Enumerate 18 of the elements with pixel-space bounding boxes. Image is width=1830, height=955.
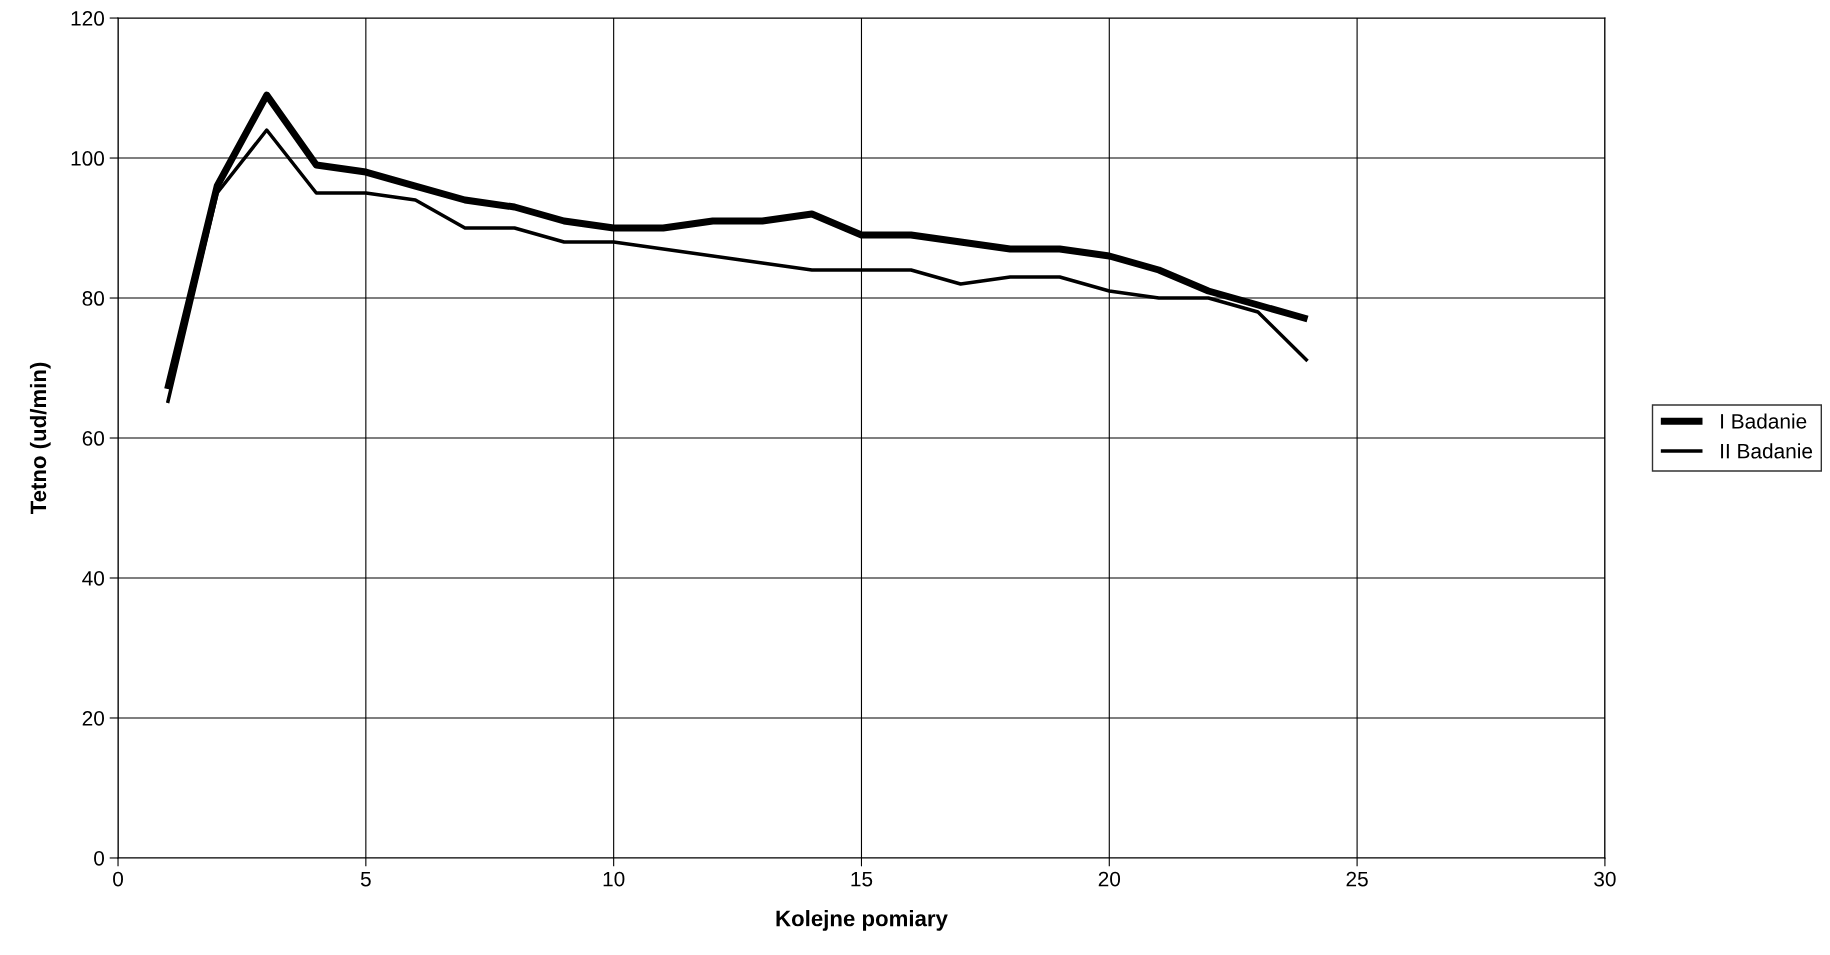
x-tick-label: 10	[603, 871, 625, 887]
y-tick-label: 40	[82, 571, 105, 586]
x-tick-label: 15	[851, 871, 873, 887]
y-tick-label: 80	[82, 291, 105, 306]
y-axis-title: Tetno (ud/min)	[29, 362, 51, 515]
legend-label: I Badanie	[1721, 413, 1807, 429]
x-tick-label: 0	[113, 871, 124, 887]
y-tick-label: 100	[71, 151, 105, 166]
x-tick-label: 20	[1098, 871, 1121, 887]
legend-label: II Badanie	[1721, 443, 1813, 459]
x-tick-label: 5	[360, 871, 371, 887]
y-tick-label: 20	[82, 710, 105, 726]
x-axis-title: Kolejne pomiary	[776, 910, 948, 931]
x-tick-label: 25	[1346, 871, 1368, 887]
x-tick-label: 30	[1594, 871, 1616, 887]
y-tick-label: 0	[94, 850, 105, 866]
y-tick-label: 60	[82, 431, 105, 446]
y-tick-label: 120	[71, 11, 105, 26]
